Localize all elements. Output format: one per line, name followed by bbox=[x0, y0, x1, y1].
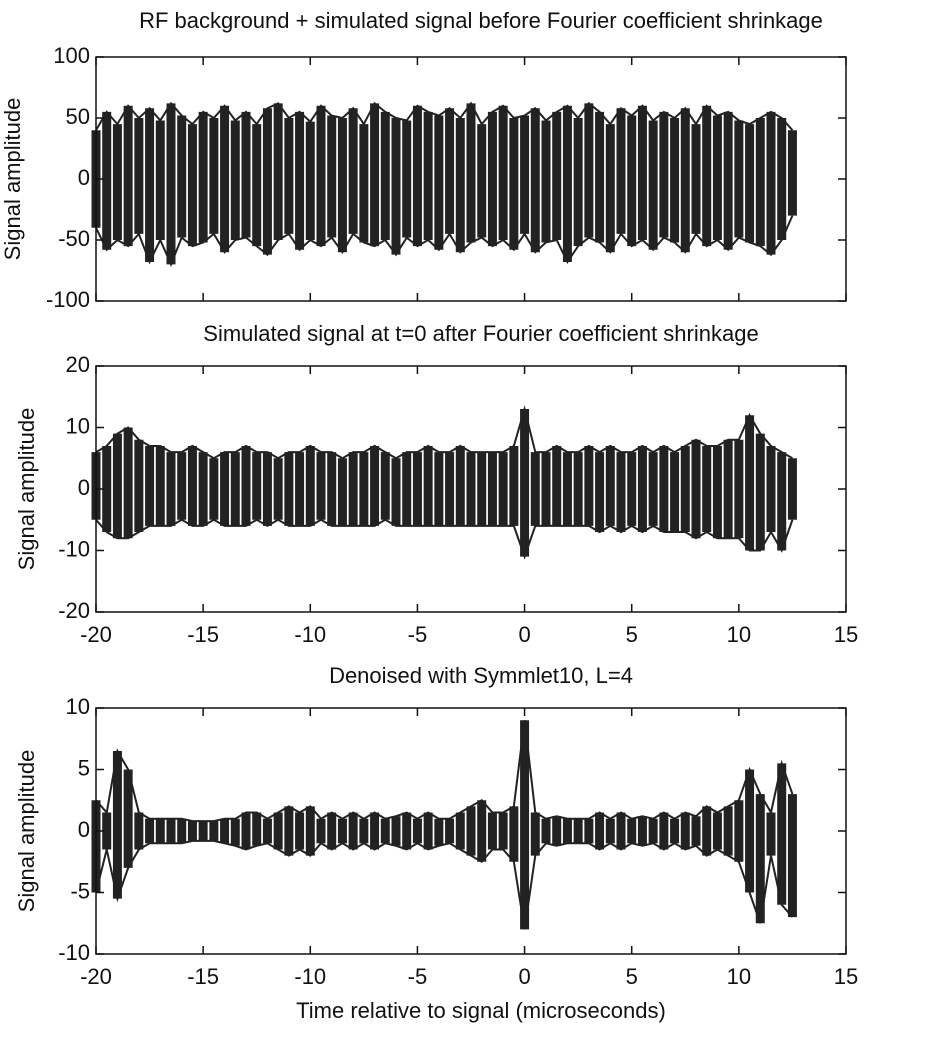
y-tick-label: -20 bbox=[58, 598, 90, 623]
x-tick-label: 15 bbox=[834, 622, 858, 647]
x-tick-label: -15 bbox=[187, 964, 219, 989]
y-tick-label: -5 bbox=[70, 878, 90, 903]
x-tick-label: -10 bbox=[294, 964, 326, 989]
y-axis-label: Signal amplitude bbox=[0, 98, 25, 261]
y-tick-label: -10 bbox=[58, 940, 90, 965]
y-tick-label: 10 bbox=[66, 694, 90, 719]
x-tick-label: -10 bbox=[294, 622, 326, 647]
chart-title: Denoised with Symmlet10, L=4 bbox=[329, 663, 633, 688]
chart-title: Simulated signal at t=0 after Fourier co… bbox=[203, 321, 758, 346]
x-tick-label: 0 bbox=[518, 622, 530, 647]
x-tick-label: -20 bbox=[80, 622, 112, 647]
signal-envelope bbox=[95, 518, 794, 560]
y-tick-label: -50 bbox=[58, 226, 90, 251]
signal-envelope bbox=[95, 405, 793, 460]
y-axis-label: Signal amplitude bbox=[14, 408, 39, 571]
y-tick-label: 100 bbox=[53, 43, 90, 68]
x-tick-label: -15 bbox=[187, 622, 219, 647]
signal-envelope bbox=[95, 839, 794, 930]
chart-title: RF background + simulated signal before … bbox=[139, 8, 823, 33]
y-tick-label: 0 bbox=[78, 475, 90, 500]
x-tick-label: 0 bbox=[518, 964, 530, 989]
x-tick-label: 10 bbox=[727, 964, 751, 989]
y-tick-label: 20 bbox=[66, 352, 90, 377]
x-tick-label: 5 bbox=[626, 964, 638, 989]
y-tick-label: 10 bbox=[66, 413, 90, 438]
signal-envelope bbox=[95, 215, 794, 267]
signal-envelope bbox=[95, 720, 794, 823]
x-tick-label: -5 bbox=[408, 622, 428, 647]
x-tick-label: 5 bbox=[626, 622, 638, 647]
y-tick-label: -10 bbox=[58, 536, 90, 561]
y-tick-label: 5 bbox=[78, 755, 90, 780]
y-axis-label: Signal amplitude bbox=[14, 750, 39, 913]
x-tick-label: 10 bbox=[727, 622, 751, 647]
x-tick-label: 15 bbox=[834, 964, 858, 989]
y-tick-label: 0 bbox=[78, 165, 90, 190]
x-axis-label: Time relative to signal (microseconds) bbox=[296, 998, 666, 1023]
x-tick-label: -20 bbox=[80, 964, 112, 989]
y-tick-label: 50 bbox=[66, 104, 90, 129]
signal-envelope bbox=[95, 101, 794, 131]
y-tick-label: -100 bbox=[46, 287, 90, 312]
y-tick-label: 0 bbox=[78, 817, 90, 842]
x-tick-label: -5 bbox=[408, 964, 428, 989]
